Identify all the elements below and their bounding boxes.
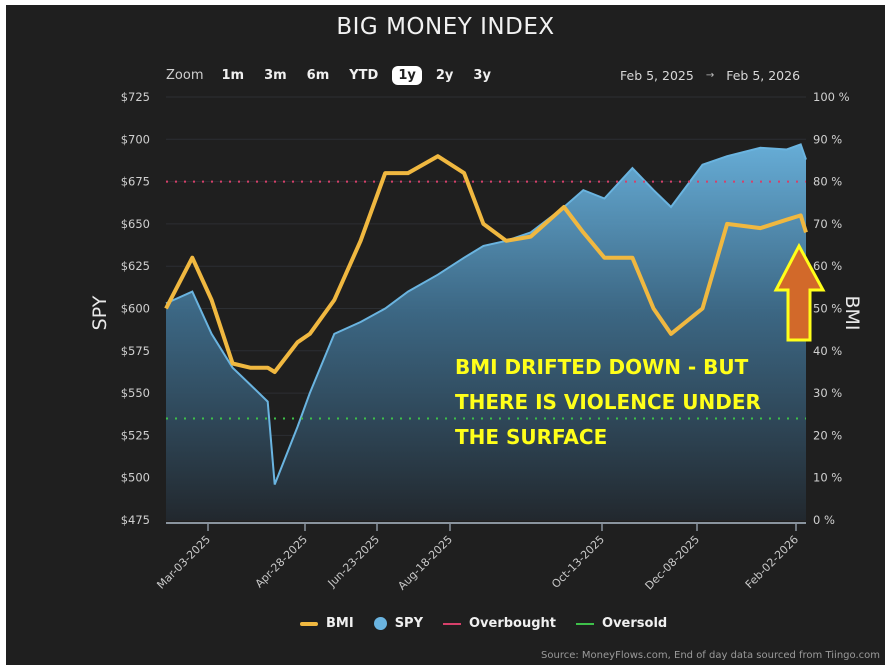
y-axis-right: 100 % 90 % 80 % 70 % 60 % 50 % 40 % 30 % 20 % 10 … xyxy=(813,90,850,527)
x-axis: Mar-03-2025 Apr-28-2025 Jun-23-2025 Aug-18-… xyxy=(154,523,801,593)
zoom-6m-button[interactable]: 6m xyxy=(306,68,330,83)
svg-text:$525: $525 xyxy=(121,428,150,442)
legend-item-oversold[interactable]: Oversold xyxy=(576,616,667,631)
svg-text:70 %: 70 % xyxy=(813,217,842,231)
svg-text:10 %: 10 % xyxy=(813,471,842,485)
zoom-3y-button[interactable]: 3y xyxy=(473,68,491,83)
svg-text:0 %: 0 % xyxy=(813,513,835,527)
svg-text:90 %: 90 % xyxy=(813,132,842,146)
annotation-text: BMI DRIFTED DOWN - BUT THERE IS VIOLENCE… xyxy=(455,355,761,449)
svg-text:$575: $575 xyxy=(121,344,150,358)
zoom-1m-button[interactable]: 1m xyxy=(221,68,245,83)
legend-label: Overbought xyxy=(469,616,557,631)
spy-swatch-icon xyxy=(373,617,387,630)
zoom-label: Zoom xyxy=(166,68,204,83)
svg-text:Jun-23-2025: Jun-23-2025 xyxy=(325,533,382,590)
zoom-1y-button[interactable]: 1y xyxy=(392,66,422,85)
annotation-line-1: BMI DRIFTED DOWN - BUT xyxy=(455,355,749,379)
legend-item-bmi[interactable]: BMI xyxy=(300,616,354,631)
svg-text:$700: $700 xyxy=(121,132,150,146)
svg-text:30 %: 30 % xyxy=(813,386,842,400)
svg-text:50 %: 50 % xyxy=(813,302,842,316)
svg-text:20 %: 20 % xyxy=(813,428,842,442)
svg-text:$675: $675 xyxy=(121,175,150,189)
legend-item-spy[interactable]: SPY xyxy=(373,616,423,631)
zoom-2y-button[interactable]: 2y xyxy=(435,68,454,83)
source-note: Source: MoneyFlows.com, End of day data … xyxy=(541,650,880,661)
annotation-line-3: THE SURFACE xyxy=(455,425,607,449)
zoom-3m-button[interactable]: 3m xyxy=(264,68,287,83)
y-axis-right-title: BMI xyxy=(841,295,863,330)
svg-text:Dec-08-2025: Dec-08-2025 xyxy=(643,533,703,593)
svg-text:Mar-03-2025: Mar-03-2025 xyxy=(154,533,213,592)
svg-text:80 %: 80 % xyxy=(813,175,842,189)
annotation-line-2: THERE IS VIOLENCE UNDER xyxy=(455,390,761,414)
date-range-from[interactable]: Feb 5, 2025 xyxy=(620,68,694,83)
oversold-swatch-icon xyxy=(576,622,595,625)
legend-label: Oversold xyxy=(602,616,668,631)
legend-label: SPY xyxy=(394,616,423,631)
spy-area xyxy=(166,144,806,520)
svg-text:$650: $650 xyxy=(121,217,150,231)
zoom-ytd-button[interactable]: YTD xyxy=(349,68,379,83)
svg-text:Oct-13-2025: Oct-13-2025 xyxy=(549,533,607,591)
y-axis-left-title: SPY xyxy=(89,295,111,330)
svg-text:$600: $600 xyxy=(121,302,150,316)
svg-text:100 %: 100 % xyxy=(813,90,850,104)
bmi-line xyxy=(164,154,808,374)
arrow-right-icon: → xyxy=(705,70,715,81)
spy-line xyxy=(165,143,807,485)
svg-text:$475: $475 xyxy=(121,513,150,527)
date-range-to[interactable]: Feb 5, 2026 xyxy=(726,68,801,83)
overbought-swatch-icon xyxy=(443,622,461,625)
y-axis-left: $725 $700 $675 $650 $625 $600 $575 $550 $525 $500… xyxy=(121,90,150,527)
svg-text:Apr-28-2025: Apr-28-2025 xyxy=(253,533,310,590)
date-range: Feb 5, 2025 → Feb 5, 2026 xyxy=(620,68,800,83)
legend: BMI SPY Overbought Oversold xyxy=(300,616,667,631)
bmi-swatch-icon xyxy=(300,621,318,626)
svg-text:$625: $625 xyxy=(121,259,150,273)
svg-text:$500: $500 xyxy=(121,471,150,485)
svg-text:Feb-02-2026: Feb-02-2026 xyxy=(743,533,801,591)
svg-text:$725: $725 xyxy=(121,90,150,104)
svg-text:$550: $550 xyxy=(121,386,150,400)
legend-item-overbought[interactable]: Overbought xyxy=(443,616,556,631)
svg-text:40 %: 40 % xyxy=(813,344,842,358)
svg-text:60 %: 60 % xyxy=(813,259,842,273)
arrow-up-icon xyxy=(773,242,826,342)
zoom-bar: Zoom 1m 3m 6m YTD 1y 2y 3y xyxy=(166,66,505,85)
legend-label: BMI xyxy=(326,616,354,631)
chart-title: BIG MONEY INDEX xyxy=(336,14,555,40)
svg-text:Aug-18-2025: Aug-18-2025 xyxy=(395,533,455,593)
